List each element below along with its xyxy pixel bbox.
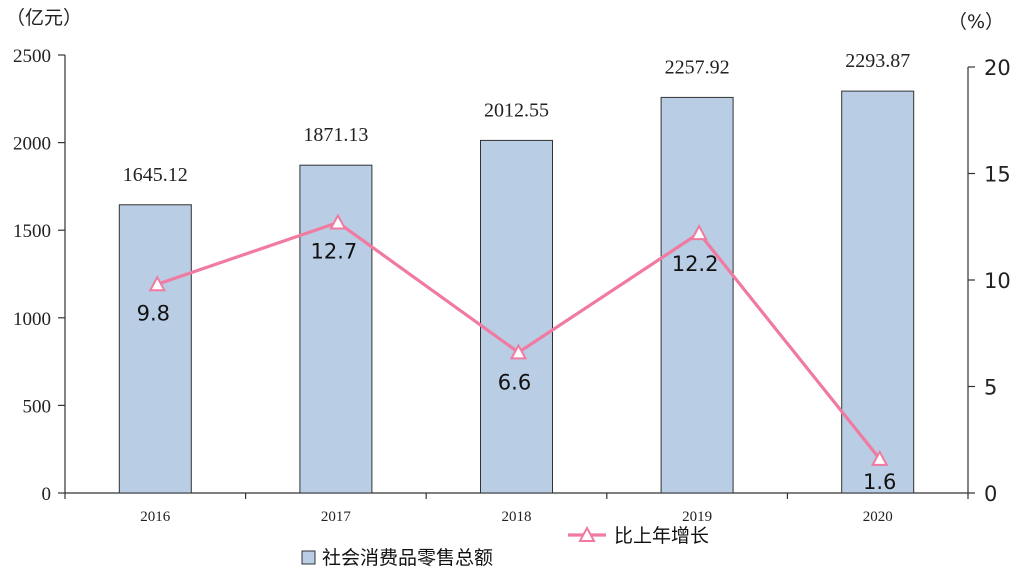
growth-point-marker — [148, 275, 166, 292]
right-tick-label: 20 — [984, 56, 1011, 80]
growth-value-label: 1.6 — [863, 470, 896, 494]
left-tick-label: 1000 — [13, 309, 51, 330]
growth-point-marker — [329, 213, 347, 230]
axes: 0 500 1000 1500 2000 2500 0 5 10 15 20 2016 2017 2018… — [6, 7, 1011, 525]
x-tick-label: 2017 — [321, 509, 352, 525]
legend-line-label: 比上年增长 — [614, 525, 709, 547]
growth-value-label: 6.6 — [498, 370, 531, 394]
legend-bar-label: 社会消费品零售总额 — [322, 547, 493, 569]
right-tick-label: 0 — [984, 482, 997, 506]
bar-value-label: 2012.55 — [484, 99, 549, 121]
left-tick-label: 0 — [42, 484, 52, 505]
growth-point-marker — [871, 449, 889, 466]
right-axis-unit: （%） — [948, 11, 1004, 33]
x-tick-label: 2016 — [140, 509, 171, 525]
growth-value-label: 12.7 — [311, 239, 358, 263]
bar — [118, 204, 192, 494]
x-tick-label: 2020 — [863, 509, 893, 525]
growth-value-label: 12.2 — [672, 252, 719, 276]
bar — [480, 139, 553, 494]
right-tick-label: 15 — [984, 163, 1011, 187]
growth-line — [148, 213, 889, 466]
growth-value-label: 9.8 — [137, 301, 170, 325]
right-tick-label: 5 — [984, 376, 997, 400]
legend-line-marker — [578, 525, 596, 542]
left-tick-label: 2500 — [13, 46, 51, 67]
data-labels: 1645.12 1871.13 2012.55 2257.92 2293.87 9.8 12… — [123, 50, 910, 494]
x-tick-label: 2019 — [682, 509, 712, 525]
left-tick-label: 1500 — [13, 221, 51, 242]
bars — [118, 90, 915, 494]
right-tick-label: 10 — [984, 269, 1011, 293]
bar-value-label: 1871.13 — [303, 124, 368, 146]
legend-bar-swatch — [301, 550, 316, 565]
left-axis-unit: （亿元） — [6, 7, 82, 29]
growth-point-marker — [690, 224, 708, 241]
bar-value-label: 1645.12 — [123, 164, 188, 186]
left-tick-label: 2000 — [13, 134, 51, 155]
bar — [841, 90, 915, 494]
left-tick-label: 500 — [23, 396, 52, 417]
bar — [299, 164, 373, 494]
x-tick-label: 2018 — [502, 509, 532, 525]
bar-value-label: 2257.92 — [665, 56, 730, 78]
growth-point-marker — [509, 343, 528, 360]
bar — [660, 96, 734, 494]
bar-value-label: 2293.87 — [845, 50, 910, 72]
